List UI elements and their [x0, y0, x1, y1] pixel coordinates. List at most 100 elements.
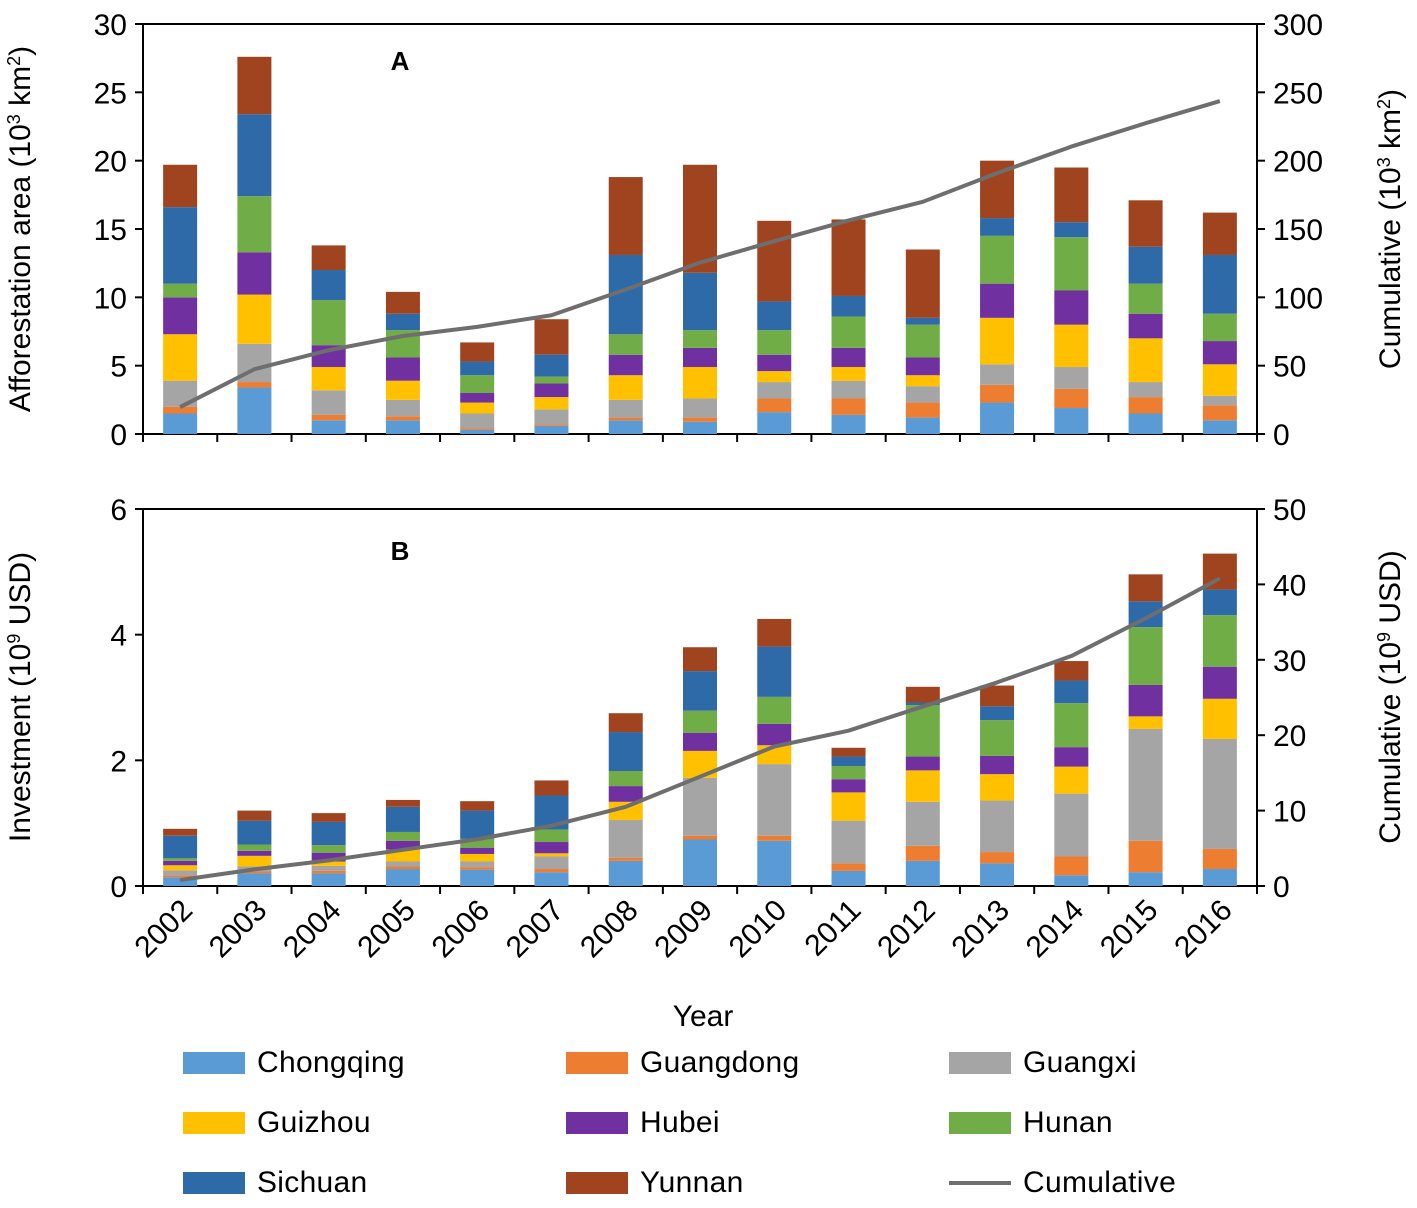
bar-hubei-2008 [608, 786, 643, 802]
bar-guangdong-2004 [311, 414, 346, 421]
bar-guangxi-2008 [608, 399, 643, 418]
bar-hunan-2015 [1128, 283, 1163, 314]
bar-guangdong-2011 [831, 863, 866, 871]
bar-yunnan-2011 [831, 219, 866, 296]
bar-hubei-2004 [311, 852, 346, 862]
bar-guangdong-2013 [980, 384, 1015, 403]
bar-guangdong-2010 [757, 835, 792, 841]
x-axis-label: Year [673, 1000, 734, 1030]
bar-sichuan-2006 [460, 810, 495, 839]
legend-item-yunnan: Yunnan [566, 1158, 744, 1208]
x-tick-label: 2005 [351, 894, 422, 965]
x-tick-label: 2004 [277, 894, 348, 965]
x-tick-label: 2013 [945, 894, 1016, 965]
bar-guangdong-2007 [534, 869, 569, 873]
bar-chongqing-2015 [1128, 872, 1163, 886]
bar-yunnan-2009 [683, 164, 717, 273]
x-axis: 2002 2003 2004 2005 2006 2007 2008 2009 2010 2011… [129, 894, 1239, 965]
y2-tick-label: 30 [1273, 645, 1306, 678]
bar-hunan-2012 [905, 324, 940, 358]
bar-yunnan-2012 [905, 686, 940, 703]
bar-hubei-2012 [905, 756, 940, 771]
bar-hubei-2007 [534, 842, 569, 854]
bar-hubei-2003 [237, 252, 272, 295]
legend-label: Guizhou [257, 1106, 371, 1139]
y-axis-label: Afforestation area (103 km2) [4, 46, 37, 412]
bar-hunan-2002 [163, 283, 198, 298]
bar-guangdong-2007 [534, 424, 569, 426]
legend-label: Sichuan [257, 1166, 368, 1199]
bar-sichuan-2003 [237, 820, 272, 845]
y-axis-label-part: ) [4, 46, 37, 56]
bar-guizhou-2014 [1054, 766, 1089, 794]
bar-guangdong-2014 [1054, 388, 1089, 409]
y2-axis-label-part: USD) [1374, 550, 1407, 632]
legend-swatch-hubei [566, 1112, 628, 1134]
x-tick-label: 2014 [1020, 894, 1091, 965]
bar-chongqing-2013 [980, 402, 1015, 434]
bar-yunnan-2006 [460, 801, 495, 811]
bar-guizhou-2005 [385, 849, 420, 862]
bar-yunnan-2004 [311, 245, 346, 270]
bar-hubei-2005 [385, 840, 420, 850]
y2-axis-label: Cumulative (103 km2) [1374, 89, 1407, 369]
legend-item-guangdong: Guangdong [566, 1038, 800, 1088]
bar-guangxi-2014 [1054, 367, 1089, 389]
bar-hunan-2007 [534, 829, 569, 843]
bar-yunnan-2009 [683, 647, 717, 672]
legend-swatch-yunnan [566, 1172, 628, 1194]
bar-chongqing-2002 [163, 413, 198, 434]
bar-chongqing-2007 [534, 872, 569, 886]
bar-guizhou-2007 [534, 397, 569, 410]
bar-guizhou-2011 [831, 792, 866, 821]
legend-label: Yunnan [640, 1166, 744, 1199]
bar-guangdong-2016 [1202, 848, 1237, 870]
bar-guangdong-2004 [311, 870, 346, 874]
bar-guangdong-2003 [237, 382, 272, 388]
bar-chongqing-2012 [905, 417, 940, 434]
bar-guizhou-2015 [1128, 716, 1163, 729]
bar-sichuan-2005 [385, 806, 420, 832]
bar-hunan-2013 [980, 235, 1015, 284]
bar-guizhou-2012 [905, 375, 940, 387]
bar-yunnan-2010 [757, 220, 792, 302]
bar-chongqing-2005 [385, 420, 420, 434]
bar-chongqing-2008 [608, 420, 643, 434]
bar-sichuan-2011 [831, 756, 866, 766]
bar-guangxi-2004 [311, 865, 346, 871]
bar-sichuan-2009 [683, 671, 717, 711]
bar-hunan-2013 [980, 720, 1015, 756]
bar-hubei-2009 [683, 732, 717, 751]
bar-sichuan-2012 [905, 702, 940, 706]
bar-chongqing-2014 [1054, 875, 1089, 886]
bar-guangxi-2002 [163, 870, 198, 876]
bar-chongqing-2002 [163, 877, 198, 886]
y-axis-label: Investment (109 USD) [4, 552, 37, 842]
bar-sichuan-2009 [683, 272, 717, 331]
bar-hubei-2013 [980, 755, 1015, 775]
legend-item-chongqing: Chongqing [183, 1038, 405, 1088]
bar-hubei-2005 [385, 357, 420, 381]
legend-swatch-cumulative [949, 1181, 1011, 1185]
bar-hubei-2015 [1128, 684, 1163, 717]
bar-hunan-2015 [1128, 627, 1163, 685]
x-tick-label: 2010 [723, 894, 794, 965]
bar-hunan-2006 [460, 375, 495, 393]
bar-yunnan-2005 [385, 291, 420, 314]
panel-a: 051015202530050100150200250300AAfforesta… [4, 9, 1407, 452]
y-tick-label: 25 [94, 77, 127, 110]
y-tick-label: 5 [110, 351, 127, 384]
bar-hubei-2012 [905, 357, 940, 376]
y2-tick-label: 10 [1273, 796, 1306, 829]
bar-hubei-2007 [534, 383, 569, 398]
bar-hubei-2016 [1202, 666, 1237, 699]
bar-hubei-2011 [831, 347, 866, 368]
x-tick-label: 2009 [648, 894, 719, 965]
bar-chongqing-2013 [980, 863, 1015, 886]
bar-sichuan-2012 [905, 317, 940, 325]
y-tick-label: 0 [110, 419, 127, 452]
bar-sichuan-2014 [1054, 680, 1089, 704]
bar-hunan-2012 [905, 705, 940, 757]
bar-chongqing-2004 [311, 873, 346, 886]
bar-guangxi-2008 [608, 820, 643, 858]
